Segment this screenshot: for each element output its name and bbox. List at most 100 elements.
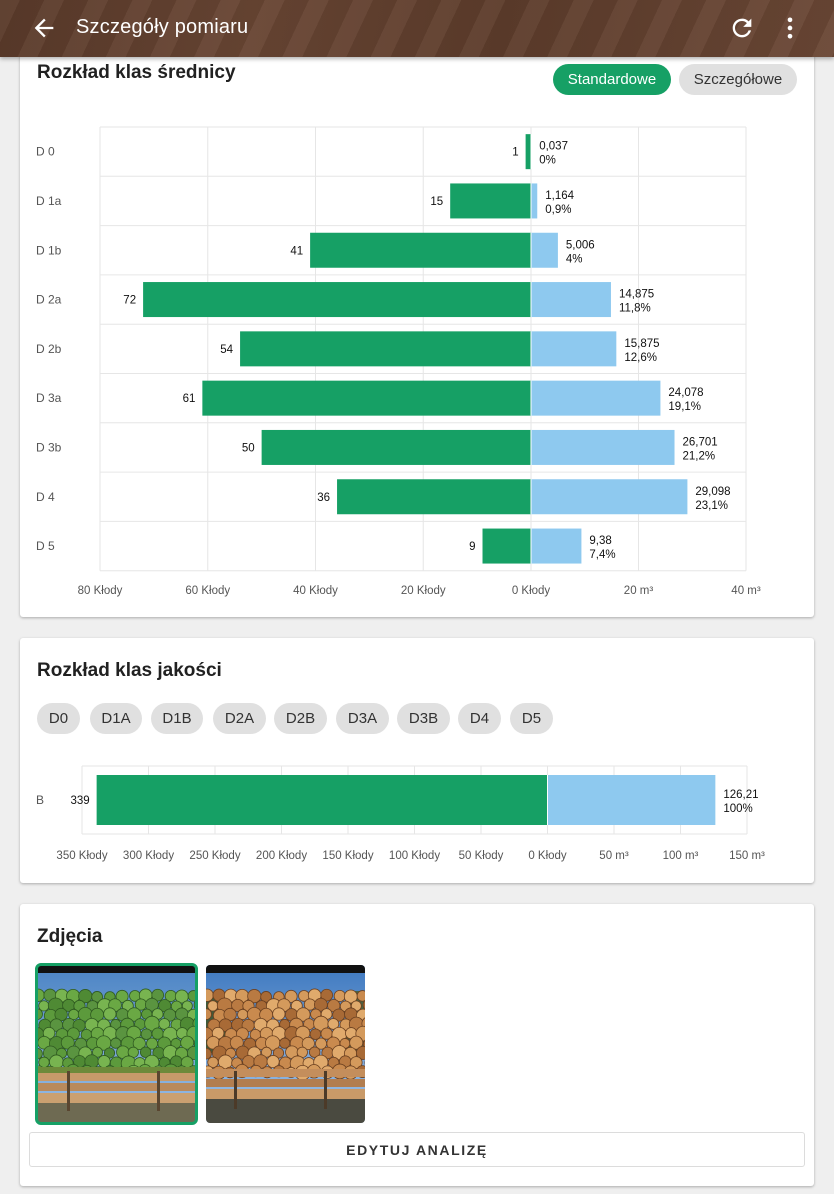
log-end xyxy=(37,1047,43,1060)
page-title: Szczegóły pomiaru xyxy=(76,16,249,38)
log-end xyxy=(158,1018,171,1030)
chip-d2b[interactable]: D2B xyxy=(274,703,327,734)
bar-count-label: 36 xyxy=(317,492,330,504)
bar-volume xyxy=(531,429,675,465)
quality-title: Rozkład klas jakości xyxy=(37,660,222,681)
x-tick-label: 100 m³ xyxy=(663,850,699,862)
category-label: D 0 xyxy=(36,145,55,159)
x-tick-label: 250 Kłody xyxy=(189,850,240,862)
log-end xyxy=(139,1046,152,1058)
bar-count-label: 50 xyxy=(242,442,255,454)
x-tick-label: 0 Kłody xyxy=(512,585,551,597)
log-end xyxy=(132,1036,146,1051)
log-end xyxy=(362,999,365,1011)
diameter-card: Rozkład klas średnicy Standardowe Szczeg… xyxy=(20,40,814,617)
log-end xyxy=(127,1007,142,1022)
bar-volume xyxy=(531,479,688,515)
photos-card: Zdjęcia xyxy=(20,904,814,1186)
detailed-toggle[interactable]: Szczegółowe xyxy=(679,64,797,95)
log-end xyxy=(355,1045,365,1060)
refresh-icon[interactable] xyxy=(728,14,756,42)
chip-d0[interactable]: D0 xyxy=(37,703,80,734)
log-end xyxy=(206,1047,212,1060)
bar-count-label: 1 xyxy=(512,147,518,159)
bar-count xyxy=(337,479,531,515)
bar-count-label: 339 xyxy=(70,795,89,807)
log-end xyxy=(186,1045,196,1060)
bar-percent-label: 7,4% xyxy=(589,549,615,561)
bar-volume-label: 9,38 xyxy=(589,535,611,547)
bar-count-label: 15 xyxy=(430,196,443,208)
bar-percent-label: 0,9% xyxy=(545,204,571,216)
bar-count xyxy=(96,775,548,825)
bar-count xyxy=(240,331,531,367)
chip-d1a[interactable]: D1A xyxy=(90,703,142,734)
more-vert-icon[interactable] xyxy=(776,14,804,42)
x-tick-label: 0 Kłody xyxy=(528,850,567,862)
bar-volume-label: 24,078 xyxy=(668,387,703,399)
bar-count xyxy=(143,282,531,318)
log-end xyxy=(37,1008,43,1020)
x-tick-label: 200 Kłody xyxy=(256,850,307,862)
bar-count xyxy=(482,528,531,564)
photo-thumbnail-original[interactable] xyxy=(206,965,365,1123)
bar-count xyxy=(202,380,532,416)
chip-d2a[interactable]: D2A xyxy=(213,703,266,734)
bar-count xyxy=(310,232,531,268)
log-end xyxy=(261,1046,272,1058)
edit-analysis-button[interactable]: EDYTUJ ANALIZĘ xyxy=(29,1132,805,1167)
bar-percent-label: 100% xyxy=(723,803,752,815)
chip-d1b[interactable]: D1B xyxy=(151,703,203,734)
chip-d3a[interactable]: D3A xyxy=(336,703,389,734)
bar-count-label: 41 xyxy=(290,245,303,257)
x-tick-label: 20 Kłody xyxy=(401,585,446,597)
x-tick-label: 50 Kłody xyxy=(459,850,504,862)
quality-chart: 350 Kłody 300 Kłody 250 Kłody 200 Kłody 150 … xyxy=(36,765,765,862)
x-tick-label: 150 m³ xyxy=(729,850,765,862)
arrow-back-icon[interactable] xyxy=(30,14,58,42)
bar-volume-label: 126,21 xyxy=(723,789,758,801)
bar-count-label: 61 xyxy=(183,393,196,405)
bar-volume xyxy=(547,775,716,825)
log-end xyxy=(237,1008,249,1021)
x-tick-label: 150 Kłody xyxy=(322,850,373,862)
category-label: D 2a xyxy=(36,293,62,307)
bar-percent-label: 4% xyxy=(566,253,583,265)
x-tick-label: 50 m³ xyxy=(599,850,629,862)
x-tick-label: 60 Kłody xyxy=(185,585,230,597)
chip-d3b[interactable]: D3B xyxy=(397,703,450,734)
log-pile-original-image xyxy=(206,965,365,1123)
bar-percent-label: 12,6% xyxy=(624,352,657,364)
bar-volume-label: 14,875 xyxy=(619,289,654,301)
log-end xyxy=(296,1007,311,1022)
x-tick-label: 80 Kłody xyxy=(78,585,123,597)
standard-toggle[interactable]: Standardowe xyxy=(553,64,671,95)
diameter-chart: 80 Kłody 60 Kłody 40 Kłody 20 Kłody 0 Kłody 2… xyxy=(36,126,761,597)
bar-percent-label: 21,2% xyxy=(683,450,716,462)
log-end xyxy=(115,989,129,1003)
log-end xyxy=(284,989,298,1003)
chip-d4[interactable]: D4 xyxy=(458,703,501,734)
bar-percent-label: 11,8% xyxy=(619,303,651,315)
x-tick-label: 300 Kłody xyxy=(123,850,174,862)
bar-count-label: 54 xyxy=(220,344,233,356)
chip-d5[interactable]: D5 xyxy=(510,703,553,734)
category-label: D 3a xyxy=(36,391,62,405)
category-label: D 1b xyxy=(36,243,62,257)
category-label: D 4 xyxy=(36,490,55,504)
x-tick-label: 40 m³ xyxy=(731,585,761,597)
bar-count xyxy=(525,134,531,170)
bar-volume xyxy=(531,232,558,268)
log-pile-analyzed-image xyxy=(37,965,196,1123)
bar-percent-label: 23,1% xyxy=(695,500,728,512)
bar-volume xyxy=(531,183,538,219)
photos-title: Zdjęcia xyxy=(37,926,103,947)
log-end xyxy=(272,1007,286,1021)
bar-volume-label: 15,875 xyxy=(624,338,659,350)
bar-volume xyxy=(531,282,611,318)
photo-thumbnail-analyzed[interactable] xyxy=(35,963,198,1125)
x-tick-label: 100 Kłody xyxy=(389,850,440,862)
bar-volume-label: 26,701 xyxy=(683,436,718,448)
log-end xyxy=(356,990,365,1002)
bar-volume xyxy=(531,528,582,564)
